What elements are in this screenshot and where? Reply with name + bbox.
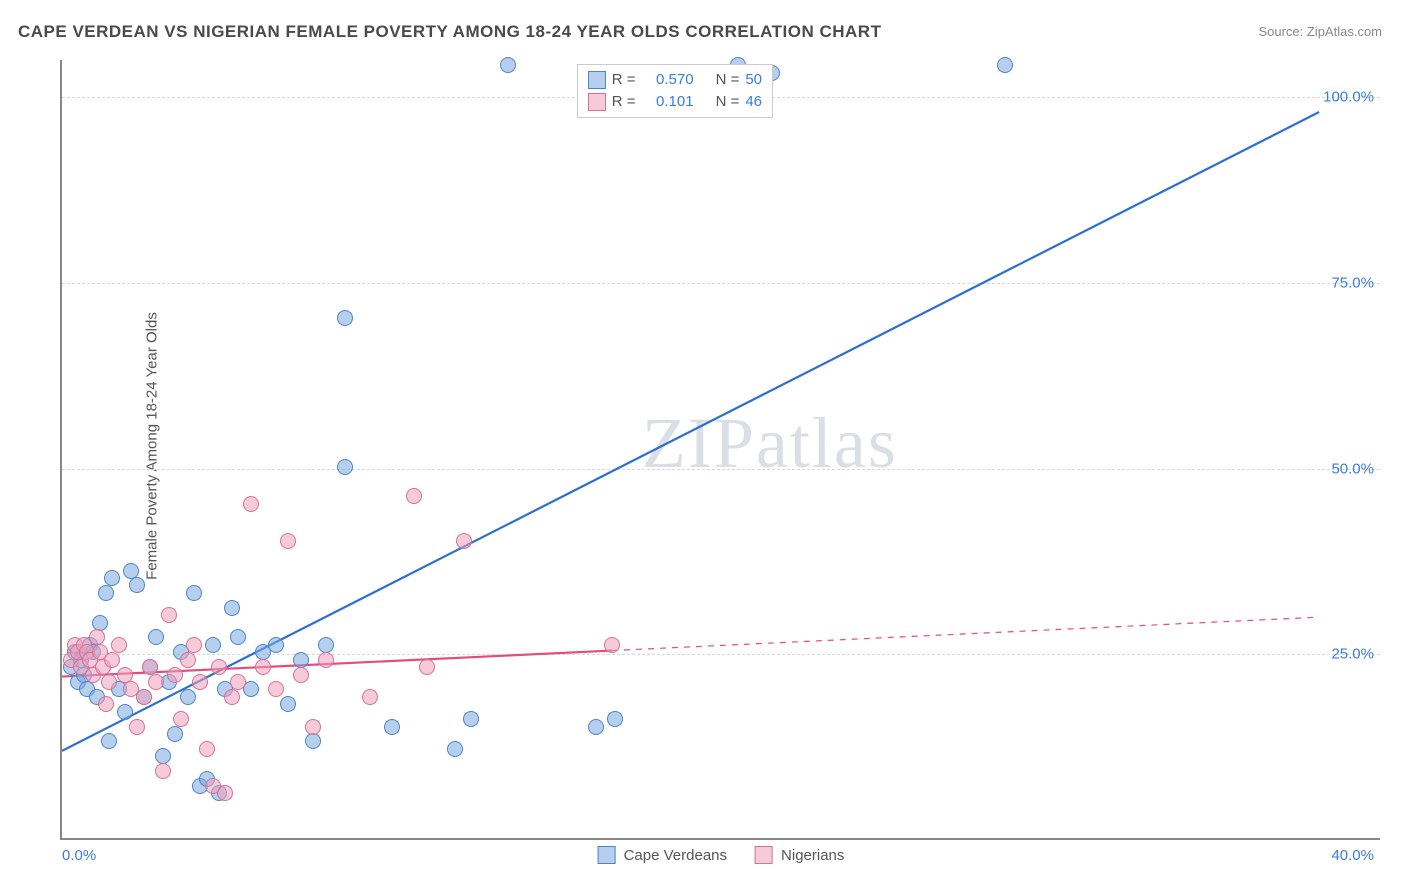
scatter-point [406, 488, 422, 504]
r-value: 0.570 [642, 69, 694, 91]
scatter-point [104, 570, 120, 586]
scatter-point [604, 637, 620, 653]
scatter-point [155, 763, 171, 779]
scatter-point [384, 719, 400, 735]
plot-area: ZIPatlas Cape Verdeans Nigerians 25.0%50… [60, 60, 1380, 840]
scatter-point [104, 652, 120, 668]
r-label: R = [612, 91, 636, 113]
scatter-point [129, 577, 145, 593]
scatter-point [293, 652, 309, 668]
scatter-point [117, 704, 133, 720]
scatter-point [161, 607, 177, 623]
scatter-point [101, 733, 117, 749]
scatter-point [463, 711, 479, 727]
legend-swatch [588, 93, 606, 111]
legend-stat-row: R = 0.101 N = 46 [588, 91, 762, 113]
scatter-point [167, 726, 183, 742]
scatter-point [148, 674, 164, 690]
scatter-point [419, 659, 435, 675]
n-value: 50 [745, 69, 762, 91]
legend-item-cape-verdeans: Cape Verdeans [598, 846, 727, 864]
scatter-point [123, 563, 139, 579]
regression-line [62, 112, 1319, 751]
scatter-point [142, 659, 158, 675]
scatter-point [129, 719, 145, 735]
scatter-point [268, 637, 284, 653]
swatch-cape-verdeans [598, 846, 616, 864]
scatter-point [111, 637, 127, 653]
scatter-point [588, 719, 604, 735]
scatter-point [199, 741, 215, 757]
scatter-point [180, 652, 196, 668]
scatter-point [117, 667, 133, 683]
scatter-point [89, 629, 105, 645]
scatter-point [447, 741, 463, 757]
x-tick-label-left: 0.0% [62, 847, 96, 864]
legend-label: Cape Verdeans [624, 847, 727, 864]
source-attribution: Source: ZipAtlas.com [1258, 24, 1382, 39]
legend-label: Nigerians [781, 847, 844, 864]
scatter-point [243, 496, 259, 512]
legend-item-nigerians: Nigerians [755, 846, 844, 864]
scatter-point [98, 585, 114, 601]
scatter-point [192, 674, 208, 690]
scatter-point [607, 711, 623, 727]
scatter-point [318, 652, 334, 668]
scatter-point [186, 585, 202, 601]
scatter-point [155, 748, 171, 764]
scatter-point [92, 615, 108, 631]
scatter-point [280, 533, 296, 549]
scatter-point [136, 689, 152, 705]
scatter-point [362, 689, 378, 705]
scatter-point [186, 637, 202, 653]
scatter-point [167, 667, 183, 683]
scatter-point [230, 674, 246, 690]
scatter-point [217, 785, 233, 801]
swatch-nigerians [755, 846, 773, 864]
legend-swatch [588, 71, 606, 89]
r-label: R = [612, 69, 636, 91]
scatter-point [98, 696, 114, 712]
chart-container: CAPE VERDEAN VS NIGERIAN FEMALE POVERTY … [0, 0, 1406, 892]
scatter-point [268, 681, 284, 697]
scatter-point [305, 719, 321, 735]
scatter-point [293, 667, 309, 683]
regression-line-dashed [612, 617, 1319, 650]
scatter-point [101, 674, 117, 690]
scatter-point [255, 659, 271, 675]
scatter-point [500, 57, 516, 73]
scatter-point [305, 733, 321, 749]
scatter-point [337, 310, 353, 326]
scatter-point [211, 659, 227, 675]
x-tick-label-right: 40.0% [1331, 847, 1374, 864]
legend-bottom: Cape Verdeans Nigerians [598, 846, 845, 864]
n-label: N = [716, 69, 740, 91]
scatter-point [456, 533, 472, 549]
scatter-point [224, 600, 240, 616]
chart-title: CAPE VERDEAN VS NIGERIAN FEMALE POVERTY … [18, 22, 881, 42]
legend-stat-row: R = 0.570 N = 50 [588, 69, 762, 91]
scatter-point [230, 629, 246, 645]
n-value: 46 [745, 91, 762, 113]
legend-top: R = 0.570 N = 50 R = 0.101 N = 46 [577, 64, 773, 118]
scatter-point [148, 629, 164, 645]
scatter-point [280, 696, 296, 712]
scatter-point [997, 57, 1013, 73]
scatter-point [318, 637, 334, 653]
scatter-point [180, 689, 196, 705]
scatter-point [173, 711, 189, 727]
scatter-point [205, 637, 221, 653]
scatter-point [224, 689, 240, 705]
lines-layer [62, 60, 1382, 840]
r-value: 0.101 [642, 91, 694, 113]
scatter-point [337, 459, 353, 475]
n-label: N = [716, 91, 740, 113]
